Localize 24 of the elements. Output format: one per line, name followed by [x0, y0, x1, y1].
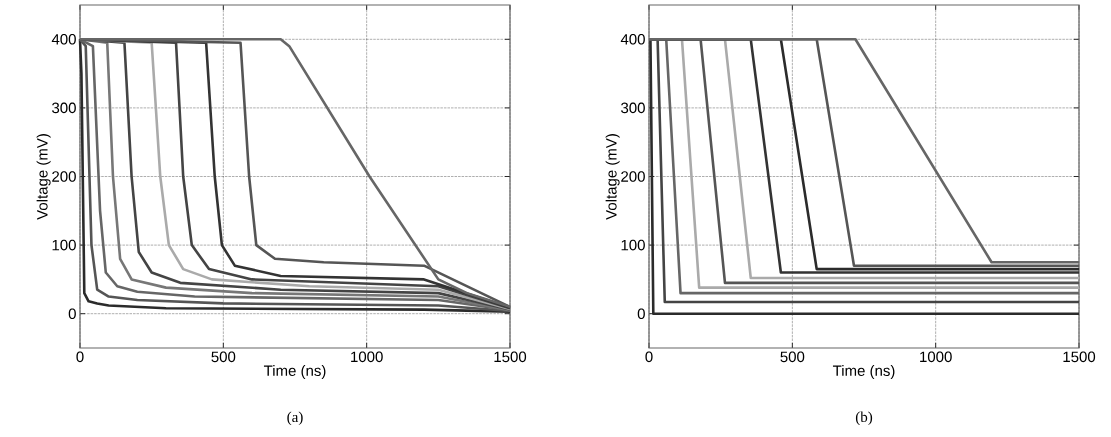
y-tick-label: 400 [620, 33, 645, 45]
x-tick-label: 1500 [1063, 351, 1096, 363]
y-tick-label: 400 [51, 33, 76, 45]
y-axis-title: Voltage (mV) [36, 134, 51, 220]
x-axis-title: Time (ns) [263, 364, 326, 379]
y-tick-label: 100 [621, 239, 645, 251]
x-tick-label: 1000 [351, 351, 383, 363]
x-axis-title: Time (ns) [832, 364, 895, 379]
y-tick-label: 300 [52, 102, 76, 114]
y-tick-label: 200 [52, 171, 76, 182]
y-tick-label: 100 [52, 239, 76, 251]
y-tick-label: 0 [637, 308, 645, 319]
x-tick-label: 500 [211, 351, 236, 363]
x-tick-label: 0 [645, 351, 653, 363]
text: (a) [287, 411, 303, 426]
y-tick-label: 200 [621, 171, 645, 182]
text: (b) [855, 411, 873, 426]
y-axis-title: Voltage (mV) [605, 134, 620, 220]
x-tick-label: 500 [780, 351, 805, 363]
x-tick-label: 0 [76, 351, 84, 363]
x-tick-label: 1000 [920, 351, 952, 363]
x-tick-label: 1500 [494, 351, 527, 363]
y-tick-label: 300 [621, 102, 645, 114]
y-tick-label: 0 [68, 308, 76, 319]
